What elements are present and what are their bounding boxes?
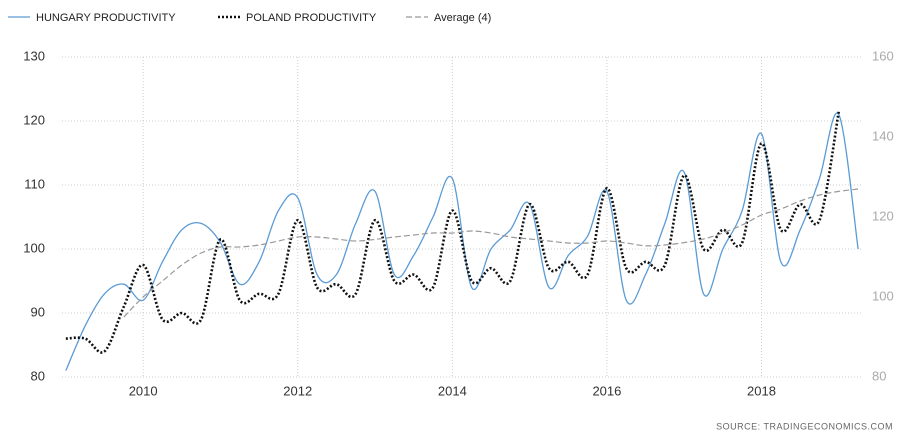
y2-tick-label: 120 [872, 208, 894, 223]
y2-tick-label: 160 [872, 48, 894, 63]
x-tick-label: 2012 [283, 383, 312, 398]
x-tick-label: 2018 [747, 383, 776, 398]
y2-tick-label: 140 [872, 128, 894, 143]
y-tick-label: 80 [31, 368, 45, 383]
series-line [65, 111, 841, 354]
series-line [123, 188, 859, 318]
y-tick-label: 130 [23, 48, 45, 63]
source: SOURCE: TRADINGECONOMICS.COM [716, 421, 893, 431]
series-line [65, 112, 859, 371]
legend-label: HUNGARY PRODUCTIVITY [36, 12, 176, 24]
y-tick-label: 120 [23, 112, 45, 127]
y-tick-label: 110 [24, 176, 45, 191]
y-tick-label: 100 [23, 240, 45, 255]
x-tick-label: 2014 [438, 383, 467, 398]
x-tick-label: 2010 [129, 383, 158, 398]
y2-tick-label: 80 [872, 368, 886, 383]
y-tick-label: 90 [31, 304, 45, 319]
legend-label: POLAND PRODUCTIVITY [246, 12, 377, 24]
y2-tick-label: 100 [872, 288, 894, 303]
legend-label: Average (4) [434, 12, 491, 24]
x-tick-label: 2016 [592, 383, 621, 398]
